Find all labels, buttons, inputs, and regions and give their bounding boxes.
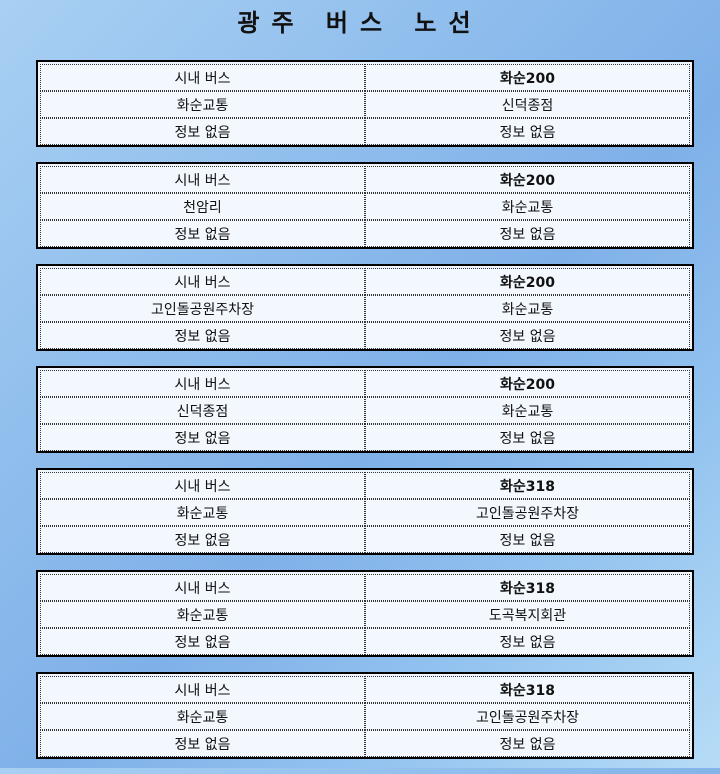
route-name: 화순318 xyxy=(365,574,690,601)
route-origin: 화순교통 xyxy=(40,499,365,526)
route-info-left: 정보 없음 xyxy=(40,628,365,655)
route-info-right: 정보 없음 xyxy=(365,220,690,247)
route-type: 시내 버스 xyxy=(40,574,365,601)
route-info-right: 정보 없음 xyxy=(365,118,690,145)
route-destination: 도곡복지회관 xyxy=(365,601,690,628)
route-info-right: 정보 없음 xyxy=(365,730,690,757)
route-type: 시내 버스 xyxy=(40,676,365,703)
route-name: 화순200 xyxy=(365,166,690,193)
route-origin: 천암리 xyxy=(40,193,365,220)
route-card[interactable]: 시내 버스 화순318 화순교통 도곡복지회관 정보 없음 정보 없음 xyxy=(36,570,694,657)
route-destination: 화순교통 xyxy=(365,295,690,322)
route-info-right: 정보 없음 xyxy=(365,526,690,553)
route-info-left: 정보 없음 xyxy=(40,322,365,349)
route-info-right: 정보 없음 xyxy=(365,628,690,655)
route-card[interactable]: 시내 버스 화순200 신덕종점 화순교통 정보 없음 정보 없음 xyxy=(36,366,694,453)
route-info-left: 정보 없음 xyxy=(40,526,365,553)
route-card[interactable]: 시내 버스 화순200 천암리 화순교통 정보 없음 정보 없음 xyxy=(36,162,694,249)
route-name: 화순318 xyxy=(365,676,690,703)
route-name: 화순200 xyxy=(365,64,690,91)
route-type: 시내 버스 xyxy=(40,472,365,499)
route-origin: 화순교통 xyxy=(40,91,365,118)
route-info-right: 정보 없음 xyxy=(365,424,690,451)
route-info-left: 정보 없음 xyxy=(40,220,365,247)
route-table: 시내 버스 화순318 화순교통 도곡복지회관 정보 없음 정보 없음 xyxy=(40,574,690,655)
route-origin: 신덕종점 xyxy=(40,397,365,424)
route-destination: 고인돌공원주차장 xyxy=(365,499,690,526)
route-card[interactable]: 시내 버스 화순200 화순교통 신덕종점 정보 없음 정보 없음 xyxy=(36,60,694,147)
page-title: 광주 버스 노선 xyxy=(237,9,483,37)
route-name: 화순200 xyxy=(365,268,690,295)
route-table: 시내 버스 화순200 천암리 화순교통 정보 없음 정보 없음 xyxy=(40,166,690,247)
route-type: 시내 버스 xyxy=(40,64,365,91)
route-card[interactable]: 시내 버스 화순318 화순교통 고인돌공원주차장 정보 없음 정보 없음 xyxy=(36,672,694,759)
route-info-left: 정보 없음 xyxy=(40,424,365,451)
route-origin: 화순교통 xyxy=(40,601,365,628)
route-info-right: 정보 없음 xyxy=(365,322,690,349)
route-destination: 신덕종점 xyxy=(365,91,690,118)
route-info-left: 정보 없음 xyxy=(40,118,365,145)
route-destination: 화순교통 xyxy=(365,193,690,220)
route-card[interactable]: 시내 버스 화순318 화순교통 고인돌공원주차장 정보 없음 정보 없음 xyxy=(36,468,694,555)
route-name: 화순200 xyxy=(365,370,690,397)
route-origin: 화순교통 xyxy=(40,703,365,730)
route-table: 시내 버스 화순200 신덕종점 화순교통 정보 없음 정보 없음 xyxy=(40,370,690,451)
route-type: 시내 버스 xyxy=(40,370,365,397)
route-table: 시내 버스 화순318 화순교통 고인돌공원주차장 정보 없음 정보 없음 xyxy=(40,472,690,553)
route-destination: 화순교통 xyxy=(365,397,690,424)
route-origin: 고인돌공원주차장 xyxy=(40,295,365,322)
route-table: 시내 버스 화순200 화순교통 신덕종점 정보 없음 정보 없음 xyxy=(40,64,690,145)
route-list: 시내 버스 화순200 화순교통 신덕종점 정보 없음 정보 없음 시내 버스 … xyxy=(36,60,694,774)
route-name: 화순318 xyxy=(365,472,690,499)
route-destination: 고인돌공원주차장 xyxy=(365,703,690,730)
route-info-left: 정보 없음 xyxy=(40,730,365,757)
route-card[interactable]: 시내 버스 화순200 고인돌공원주차장 화순교통 정보 없음 정보 없음 xyxy=(36,264,694,351)
route-type: 시내 버스 xyxy=(40,166,365,193)
route-table: 시내 버스 화순200 고인돌공원주차장 화순교통 정보 없음 정보 없음 xyxy=(40,268,690,349)
route-table: 시내 버스 화순318 화순교통 고인돌공원주차장 정보 없음 정보 없음 xyxy=(40,676,690,757)
route-type: 시내 버스 xyxy=(40,268,365,295)
